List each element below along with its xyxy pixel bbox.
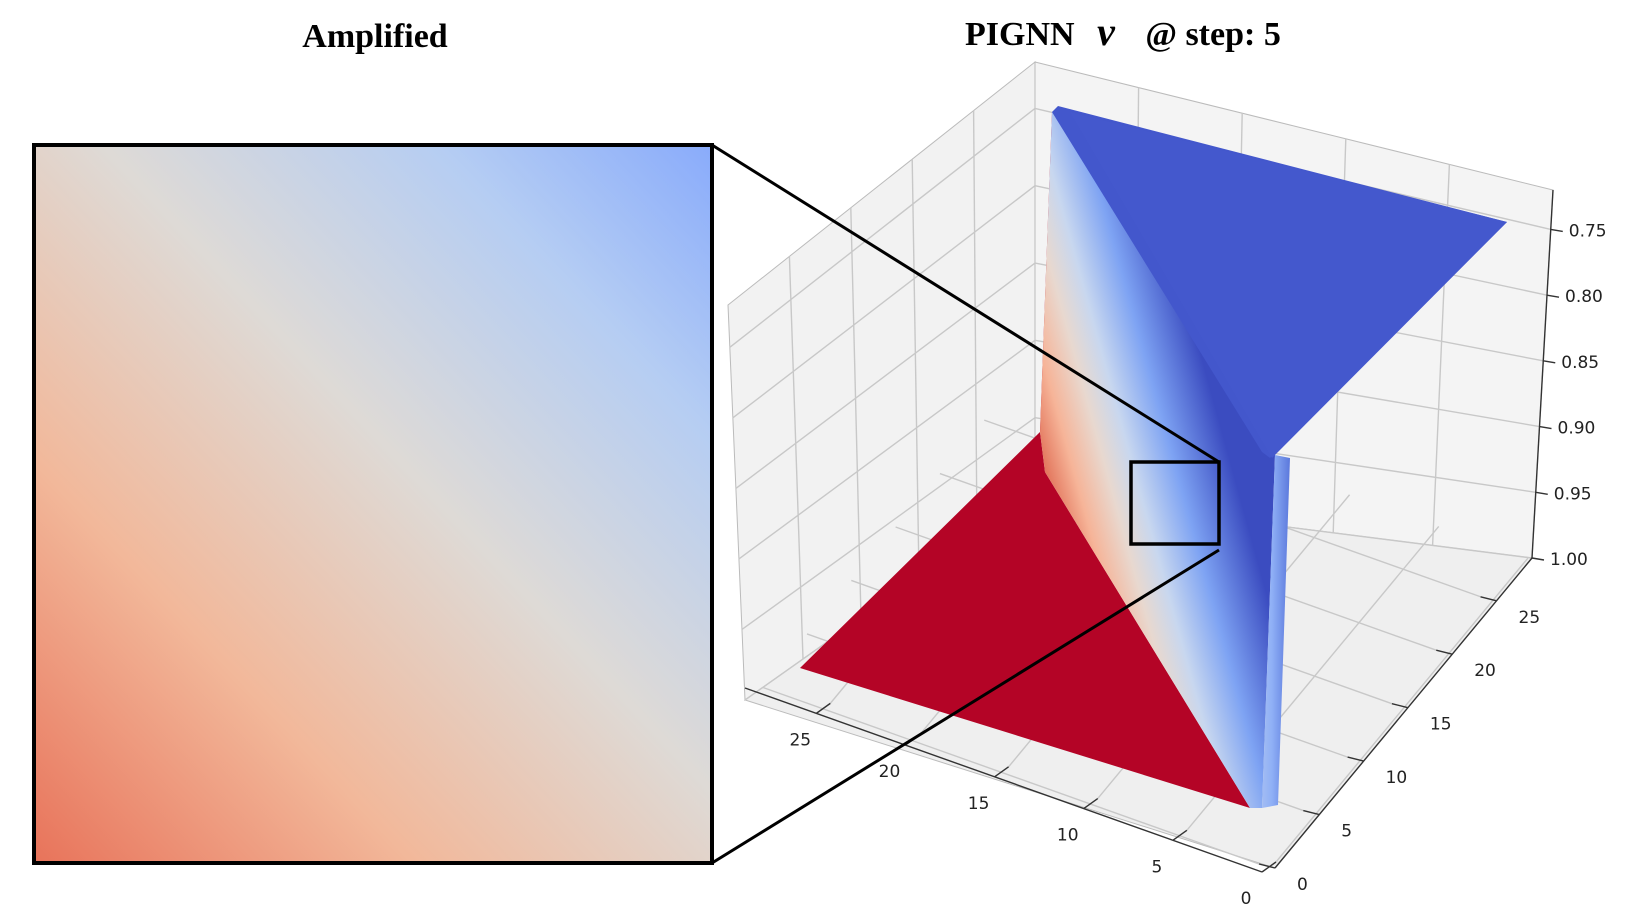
surface-high-plateau [800, 432, 1250, 808]
y-tick [1258, 863, 1276, 869]
y-tick [1347, 756, 1364, 762]
connector-top [711, 143, 1220, 464]
y-tick-label: 5 [1341, 822, 1352, 842]
y-tick-label: 25 [1519, 608, 1541, 628]
surface-transition-front [1262, 455, 1290, 808]
x-tick-label: 5 [1151, 857, 1162, 877]
right-title: PIGNN v @ step: 5 [965, 9, 1281, 54]
y-tick [1303, 809, 1320, 816]
x-axis-line [744, 687, 1263, 873]
x-tick-label: 0 [1241, 889, 1252, 909]
z-tick-label: 0.95 [1554, 484, 1592, 504]
back-grid-line [911, 159, 920, 578]
x-tick-label: 25 [789, 730, 811, 750]
left-title: Amplified [302, 18, 448, 55]
z-tick [1550, 228, 1563, 233]
back-grid-line [788, 256, 804, 660]
z-tick-label: 0.85 [1561, 353, 1599, 373]
inset-panel [32, 143, 714, 865]
z-axis: 0.75 0.80 0.85 0.90 0.95 1.00 [1531, 189, 1607, 570]
z-tick-label: 1.00 [1550, 550, 1588, 570]
x-tick-label: 20 [879, 762, 901, 782]
y-tick [1436, 649, 1453, 655]
surface-low-plateau-main [1070, 112, 1507, 458]
right-title-suffix: @ step: 5 [1145, 16, 1281, 53]
connector-bottom [711, 548, 1220, 865]
back-grid-line [732, 185, 1036, 419]
back-grid-line [738, 339, 1036, 560]
y-tick-label: 15 [1430, 715, 1452, 735]
z-tick-label: 0.80 [1565, 287, 1603, 307]
back-grid-line [729, 107, 1036, 348]
surface [800, 106, 1507, 808]
y-tick [1480, 596, 1497, 602]
y-tick-label: 10 [1386, 768, 1408, 788]
z-tick [1543, 360, 1556, 364]
right-title-prefix: PIGNN [965, 16, 1075, 53]
z-axis-line [1531, 189, 1554, 559]
zoom-box [1129, 460, 1221, 546]
y-tick-label: 0 [1297, 875, 1308, 895]
z-tick [1546, 294, 1560, 298]
z-tick [1539, 425, 1552, 430]
x-tick [1172, 829, 1188, 841]
x-tick [1083, 797, 1099, 810]
back-grid-line [972, 110, 978, 537]
y-axis-line [1274, 557, 1533, 869]
back-grid-line [741, 417, 1036, 631]
z-tick [1531, 557, 1545, 561]
back-grid-line [735, 262, 1036, 489]
right-title-symbol: v [1097, 9, 1116, 54]
x-tick [994, 766, 1009, 778]
y-tick [1391, 702, 1409, 709]
x-tick-label: 15 [968, 794, 990, 814]
z-tick [1535, 491, 1548, 495]
surface-transition [1040, 112, 1275, 808]
z-tick-label: 0.75 [1569, 221, 1607, 241]
back-grid-line [850, 207, 862, 619]
floor-grid-line [1275, 557, 1529, 863]
y-axis: 0 5 10 15 20 25 [1258, 557, 1541, 895]
x-tick-label: 10 [1057, 826, 1079, 846]
z-tick-label: 0.90 [1558, 419, 1596, 439]
floor-grid-line [762, 686, 1260, 865]
y-tick-label: 20 [1474, 661, 1496, 681]
x-tick [815, 702, 831, 714]
